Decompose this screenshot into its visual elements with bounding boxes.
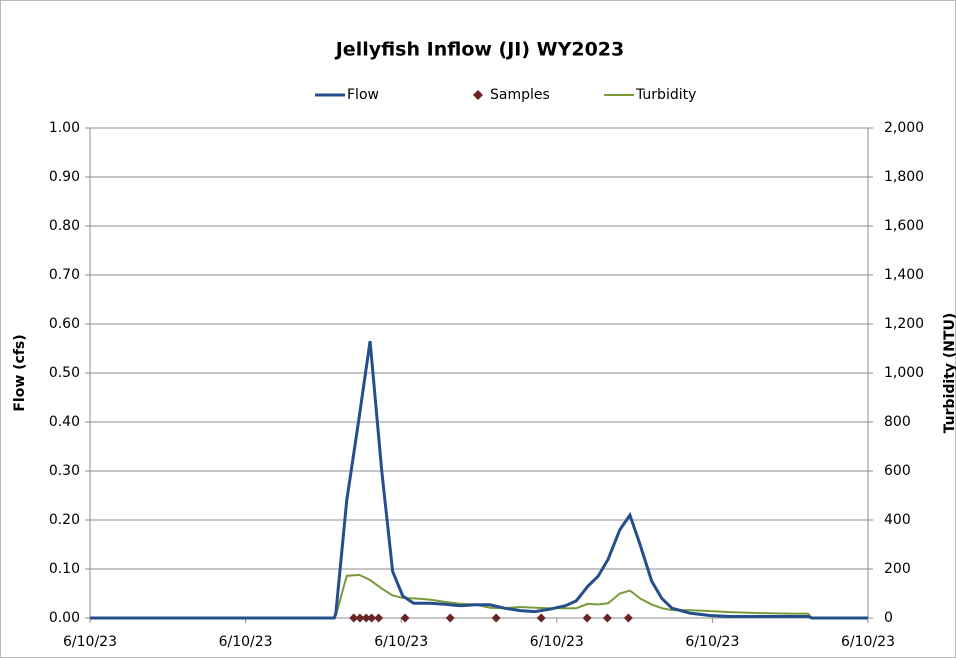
y-axis-title: Flow (cfs): [12, 334, 28, 411]
y2-tick-label: 400: [884, 512, 911, 528]
y2-tick-label: 200: [884, 561, 911, 577]
y-tick-label: 0.40: [49, 414, 80, 430]
y2-tick-label: 600: [884, 463, 911, 479]
x-tick-label: 6/10/23: [374, 634, 428, 650]
y-tick-label: 1.00: [49, 120, 80, 136]
sample-marker: [361, 613, 371, 623]
sample-marker: [367, 613, 377, 623]
x-tick-label: 6/10/23: [530, 634, 584, 650]
legend-label: Samples: [490, 87, 550, 103]
x-tick-label: 6/10/23: [219, 634, 273, 650]
y-tick-label: 0.20: [49, 512, 80, 528]
x-tick-label: 6/10/23: [841, 634, 895, 650]
y-tick-label: 0.90: [49, 169, 80, 185]
y-tick-label: 0.50: [49, 365, 80, 381]
y-tick-label: 0.60: [49, 316, 80, 332]
sample-marker: [400, 613, 410, 623]
sample-marker: [602, 613, 612, 623]
x-tick-label: 6/10/23: [685, 634, 739, 650]
legend-marker: [473, 90, 483, 100]
y2-tick-label: 1,400: [884, 267, 924, 283]
chart-title: Jellyfish Inflow (JI) WY2023: [334, 39, 625, 61]
y2-tick-label: 1,800: [884, 169, 924, 185]
series-line: [90, 340, 868, 620]
sample-marker: [349, 613, 359, 623]
x-tick-label: 6/10/23: [63, 634, 117, 650]
legend-label: Flow: [347, 87, 379, 103]
sample-marker: [355, 613, 365, 623]
sample-marker: [445, 613, 455, 623]
y-tick-label: 0.80: [49, 218, 80, 234]
y2-tick-label: 1,600: [884, 218, 924, 234]
y2-tick-label: 2,000: [884, 120, 924, 136]
sample-marker: [491, 613, 501, 623]
sample-marker: [582, 613, 592, 623]
y2-tick-label: 1,000: [884, 365, 924, 381]
sample-marker: [536, 613, 546, 623]
y-tick-label: 0.30: [49, 463, 80, 479]
y-tick-label: 0.00: [49, 610, 80, 626]
sample-marker: [623, 613, 633, 623]
y2-tick-label: 0: [884, 610, 893, 626]
y2-axis-title: Turbidity (NTU): [942, 313, 956, 434]
legend-label: Turbidity: [635, 87, 696, 103]
y-tick-label: 0.10: [49, 561, 80, 577]
plot-border: [89, 127, 869, 619]
y2-tick-label: 800: [884, 414, 911, 430]
sample-marker: [374, 613, 384, 623]
y-tick-label: 0.70: [49, 267, 80, 283]
y2-tick-label: 1,200: [884, 316, 924, 332]
